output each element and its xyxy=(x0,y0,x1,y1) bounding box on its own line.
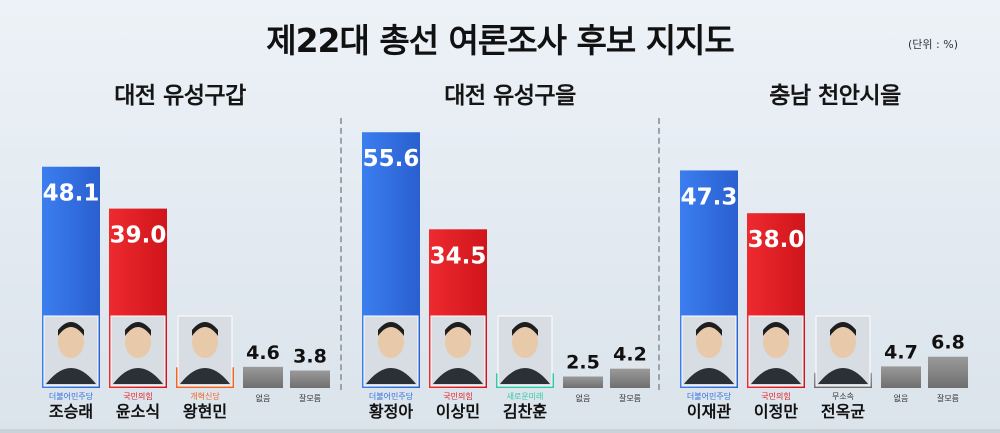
candidate-hair-3-1 xyxy=(696,322,722,336)
category-label-1-5: 잘모름 xyxy=(299,394,321,403)
candidate-face-3-2 xyxy=(763,326,789,358)
candidate-face-3-3 xyxy=(830,326,856,358)
candidate-suit-1-2 xyxy=(113,368,163,384)
category-label-3-5: 잘모름 xyxy=(937,394,959,403)
value-label-3-5: 6.8 xyxy=(931,332,965,354)
bar-3-5 xyxy=(928,356,968,388)
value-label-1-5: 3.8 xyxy=(293,346,327,368)
candidate-hair-3-2 xyxy=(763,322,789,336)
district-title-1: 대전 유성구갑 xyxy=(114,83,246,109)
party-label-3-2: 국민의힘 xyxy=(761,391,790,401)
candidate-name-2-3: 김찬훈 xyxy=(503,402,547,421)
candidate-suit-3-2 xyxy=(751,368,801,384)
candidate-name-1-2: 윤소식 xyxy=(116,402,160,421)
candidate-name-3-2: 이정만 xyxy=(754,402,798,421)
party-label-3-3: 무소속 xyxy=(832,392,854,401)
candidate-face-3-1 xyxy=(696,326,722,358)
bar-1-4 xyxy=(243,366,283,388)
party-label-1-2: 국민의힘 xyxy=(123,391,152,401)
party-label-3-1: 더불어민주당 xyxy=(687,391,732,401)
candidate-suit-2-2 xyxy=(433,368,483,384)
panel-divider xyxy=(658,118,660,390)
party-label-1-1: 더불어민주당 xyxy=(49,391,94,401)
party-label-2-1: 더불어민주당 xyxy=(369,391,414,401)
value-label-3-1: 47.3 xyxy=(681,184,738,210)
candidate-face-1-3 xyxy=(192,326,218,358)
candidate-hair-1-2 xyxy=(125,322,151,336)
candidate-name-3-3: 전옥균 xyxy=(821,402,865,421)
candidate-hair-2-2 xyxy=(445,322,471,336)
candidate-hair-3-3 xyxy=(830,322,856,336)
district-title-2: 대전 유성구을 xyxy=(444,83,576,109)
value-label-2-4: 2.5 xyxy=(566,352,600,374)
category-label-2-5: 잘모름 xyxy=(619,394,641,403)
value-label-2-5: 4.2 xyxy=(613,344,647,366)
category-label-3-4: 없음 xyxy=(894,394,909,403)
bar-2-5 xyxy=(610,368,650,388)
candidate-suit-1-1 xyxy=(46,368,96,384)
candidate-name-1-1: 조승래 xyxy=(49,402,93,421)
panel-divider xyxy=(340,118,342,390)
value-label-3-2: 38.0 xyxy=(748,227,805,253)
bar-3-4 xyxy=(881,366,921,388)
party-label-2-3: 새로운미래 xyxy=(507,392,544,401)
candidate-name-3-1: 이재관 xyxy=(687,402,731,421)
candidate-face-2-3 xyxy=(512,326,538,358)
party-label-2-2: 국민의힘 xyxy=(443,391,472,401)
value-label-1-2: 39.0 xyxy=(110,223,167,249)
candidate-name-1-3: 왕현민 xyxy=(183,402,227,421)
value-label-2-2: 34.5 xyxy=(430,243,487,269)
candidate-face-1-2 xyxy=(125,326,151,358)
candidate-hair-1-1 xyxy=(58,322,84,336)
candidate-suit-3-1 xyxy=(684,368,734,384)
candidate-hair-1-3 xyxy=(192,322,218,336)
candidate-suit-2-1 xyxy=(366,368,416,384)
candidate-face-2-2 xyxy=(445,326,471,358)
value-label-1-4: 4.6 xyxy=(246,342,280,364)
footer-strip xyxy=(0,429,1000,433)
candidate-suit-1-3 xyxy=(180,368,230,384)
candidate-suit-3-3 xyxy=(818,368,868,384)
candidate-name-2-2: 이상민 xyxy=(436,402,480,421)
unit-label: (단위 : %) xyxy=(908,38,958,51)
page-title: 제22대 총선 여론조사 후보 지지도 xyxy=(266,21,735,60)
candidate-face-1-1 xyxy=(58,326,84,358)
value-label-1-1: 48.1 xyxy=(43,181,100,207)
candidate-hair-2-3 xyxy=(512,322,538,336)
party-label-1-3: 개혁신당 xyxy=(190,391,220,401)
bar-1-5 xyxy=(290,370,330,388)
candidate-name-2-1: 황정아 xyxy=(369,402,413,421)
candidate-hair-2-1 xyxy=(378,322,404,336)
bar-2-4 xyxy=(563,376,603,388)
candidate-suit-2-3 xyxy=(500,368,550,384)
district-title-3: 충남 천안시을 xyxy=(769,83,901,109)
candidate-face-2-1 xyxy=(378,326,404,358)
value-label-2-1: 55.6 xyxy=(363,146,420,172)
category-label-2-4: 없음 xyxy=(576,394,591,403)
value-label-3-4: 4.7 xyxy=(884,341,918,363)
category-label-1-4: 없음 xyxy=(256,394,271,403)
